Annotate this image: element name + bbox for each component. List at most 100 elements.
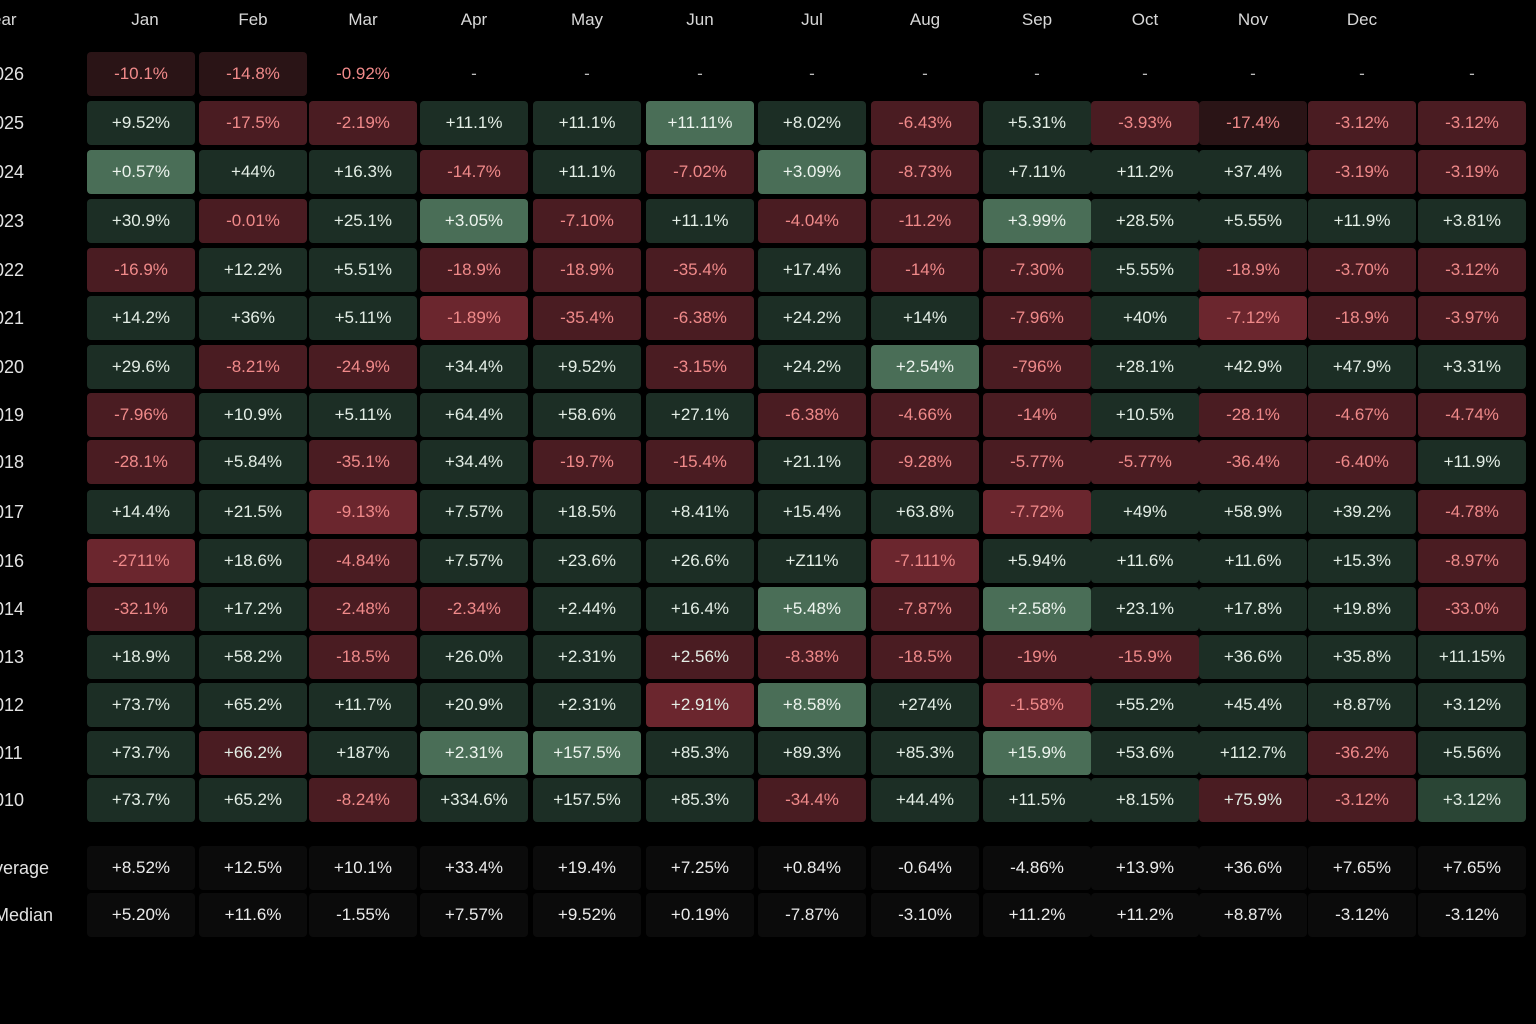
heatmap-cell: +65.2% xyxy=(199,683,307,727)
heatmap-cell: +73.7% xyxy=(87,778,195,822)
heatmap-cell: +187% xyxy=(309,731,417,775)
month-header-nov: Nov xyxy=(1237,10,1269,29)
heatmap-cell: -36.4% xyxy=(1199,440,1307,484)
summary-row-label: verage xyxy=(0,858,50,878)
heatmap-cell: -796% xyxy=(983,345,1091,389)
heatmap-cell: +3.09% xyxy=(758,150,866,194)
month-header-mar: Mar xyxy=(348,10,378,29)
heatmap-cell: +5.51% xyxy=(309,248,417,292)
heatmap-cell: +42.9% xyxy=(1199,345,1307,389)
heatmap-cell: +10.5% xyxy=(1091,393,1199,437)
heatmap-cell: -0.01% xyxy=(199,199,307,243)
heatmap-cell: +2.31% xyxy=(420,731,528,775)
heatmap-cell: +9.52% xyxy=(87,101,195,145)
month-header-aug: Aug xyxy=(909,10,941,29)
summary-cell: +7.25% xyxy=(646,846,754,890)
heatmap-cell: +16.3% xyxy=(309,150,417,194)
heatmap-cell: +14% xyxy=(871,296,979,340)
heatmap-cell: -3.12% xyxy=(1418,101,1526,145)
heatmap-cell: -16.9% xyxy=(87,248,195,292)
heatmap-cell: +8.58% xyxy=(758,683,866,727)
row-label-year: 011 xyxy=(0,743,23,763)
heatmap-cell: -4.78% xyxy=(1418,490,1526,534)
heatmap-cell: -17.4% xyxy=(1199,101,1307,145)
heatmap-cell: +44% xyxy=(199,150,307,194)
heatmap-cell: +10.9% xyxy=(199,393,307,437)
heatmap-cell: +2.31% xyxy=(533,683,641,727)
heatmap-cell: +49% xyxy=(1091,490,1199,534)
heatmap-cell: -0.92% xyxy=(336,64,390,83)
heatmap-cell: -7.72% xyxy=(983,490,1091,534)
heatmap-cell: +19.8% xyxy=(1308,587,1416,631)
row-label-year: 024 xyxy=(0,162,25,182)
heatmap-cell: -4.74% xyxy=(1418,393,1526,437)
heatmap-cell: -6.38% xyxy=(758,393,866,437)
summary-row-label: Median xyxy=(0,905,54,925)
summary-cell: +7.57% xyxy=(420,893,528,937)
month-header-jan: Jan xyxy=(131,10,159,29)
summary-cell: +13.9% xyxy=(1091,846,1199,890)
heatmap-cell: +64.4% xyxy=(420,393,528,437)
heatmap-cell: -3.19% xyxy=(1308,150,1416,194)
heatmap-cell: +36% xyxy=(199,296,307,340)
summary-cell: +33.4% xyxy=(420,846,528,890)
heatmap-cell: +58.6% xyxy=(533,393,641,437)
heatmap-cell: -8.21% xyxy=(199,345,307,389)
heatmap-cell: -7.02% xyxy=(646,150,754,194)
month-header-dec: Dec xyxy=(1346,10,1378,29)
heatmap-cell: +58.9% xyxy=(1199,490,1307,534)
heatmap-cell: +14.2% xyxy=(87,296,195,340)
heatmap-cell: -9.28% xyxy=(871,440,979,484)
heatmap-cell: -9.13% xyxy=(309,490,417,534)
heatmap-cell: +23.6% xyxy=(533,539,641,583)
heatmap-cell: +85.3% xyxy=(646,731,754,775)
heatmap-cell: - xyxy=(1250,64,1256,83)
heatmap-cell: - xyxy=(584,64,590,83)
heatmap-cell: +63.8% xyxy=(871,490,979,534)
summary-cell: -3.12% xyxy=(1418,893,1526,937)
heatmap-cell: +11.7% xyxy=(309,683,417,727)
heatmap-cell: +3.31% xyxy=(1418,345,1526,389)
heatmap-cell: +27.1% xyxy=(646,393,754,437)
heatmap-cell: +11.2% xyxy=(1091,150,1199,194)
summary-cell: +11.2% xyxy=(1091,893,1199,937)
heatmap-cell: -18.9% xyxy=(533,248,641,292)
heatmap-cell: -7.111% xyxy=(871,539,979,583)
heatmap-cell: - xyxy=(809,64,815,83)
heatmap-cell: +11.11% xyxy=(646,101,754,145)
heatmap-cell: +11.1% xyxy=(646,199,754,243)
heatmap-cell: - xyxy=(697,64,703,83)
heatmap-cell: +5.31% xyxy=(983,101,1091,145)
heatmap-cell: +12.2% xyxy=(199,248,307,292)
heatmap-cell: +2.56% xyxy=(646,635,754,679)
row-label-year: 014 xyxy=(0,599,25,619)
summary-cell: +36.6% xyxy=(1199,846,1307,890)
heatmap-cell: +16.4% xyxy=(646,587,754,631)
heatmap-cell: -3.97% xyxy=(1418,296,1526,340)
heatmap-cell: +21.1% xyxy=(758,440,866,484)
row-label-year: 022 xyxy=(0,260,25,280)
heatmap-cell: -18.5% xyxy=(871,635,979,679)
month-header-jul: Jul xyxy=(801,10,823,29)
heatmap-cell: -2.48% xyxy=(309,587,417,631)
heatmap-cell: +2.58% xyxy=(983,587,1091,631)
heatmap-cell: +334.6% xyxy=(420,778,528,822)
summary-cell: +7.65% xyxy=(1308,846,1416,890)
heatmap-cell: -6.43% xyxy=(871,101,979,145)
summary-cell: +9.52% xyxy=(533,893,641,937)
heatmap-cell: - xyxy=(922,64,928,83)
row-label-year: 010 xyxy=(0,790,25,810)
heatmap-cell: -6.40% xyxy=(1308,440,1416,484)
month-header-sep: Sep xyxy=(1021,10,1053,29)
heatmap-cell: -3.15% xyxy=(646,345,754,389)
heatmap-cell: +18.5% xyxy=(533,490,641,534)
row-label-year: 018 xyxy=(0,452,25,472)
heatmap-cell: +11.9% xyxy=(1418,440,1526,484)
heatmap-cell: -18.9% xyxy=(420,248,528,292)
heatmap-cell: +274% xyxy=(871,683,979,727)
heatmap-cell: +Z11% xyxy=(758,539,866,583)
summary-cell: -3.12% xyxy=(1308,893,1416,937)
heatmap-cell: -3.12% xyxy=(1308,778,1416,822)
heatmap-cell: +35.8% xyxy=(1308,635,1416,679)
heatmap-cell: -8.24% xyxy=(309,778,417,822)
